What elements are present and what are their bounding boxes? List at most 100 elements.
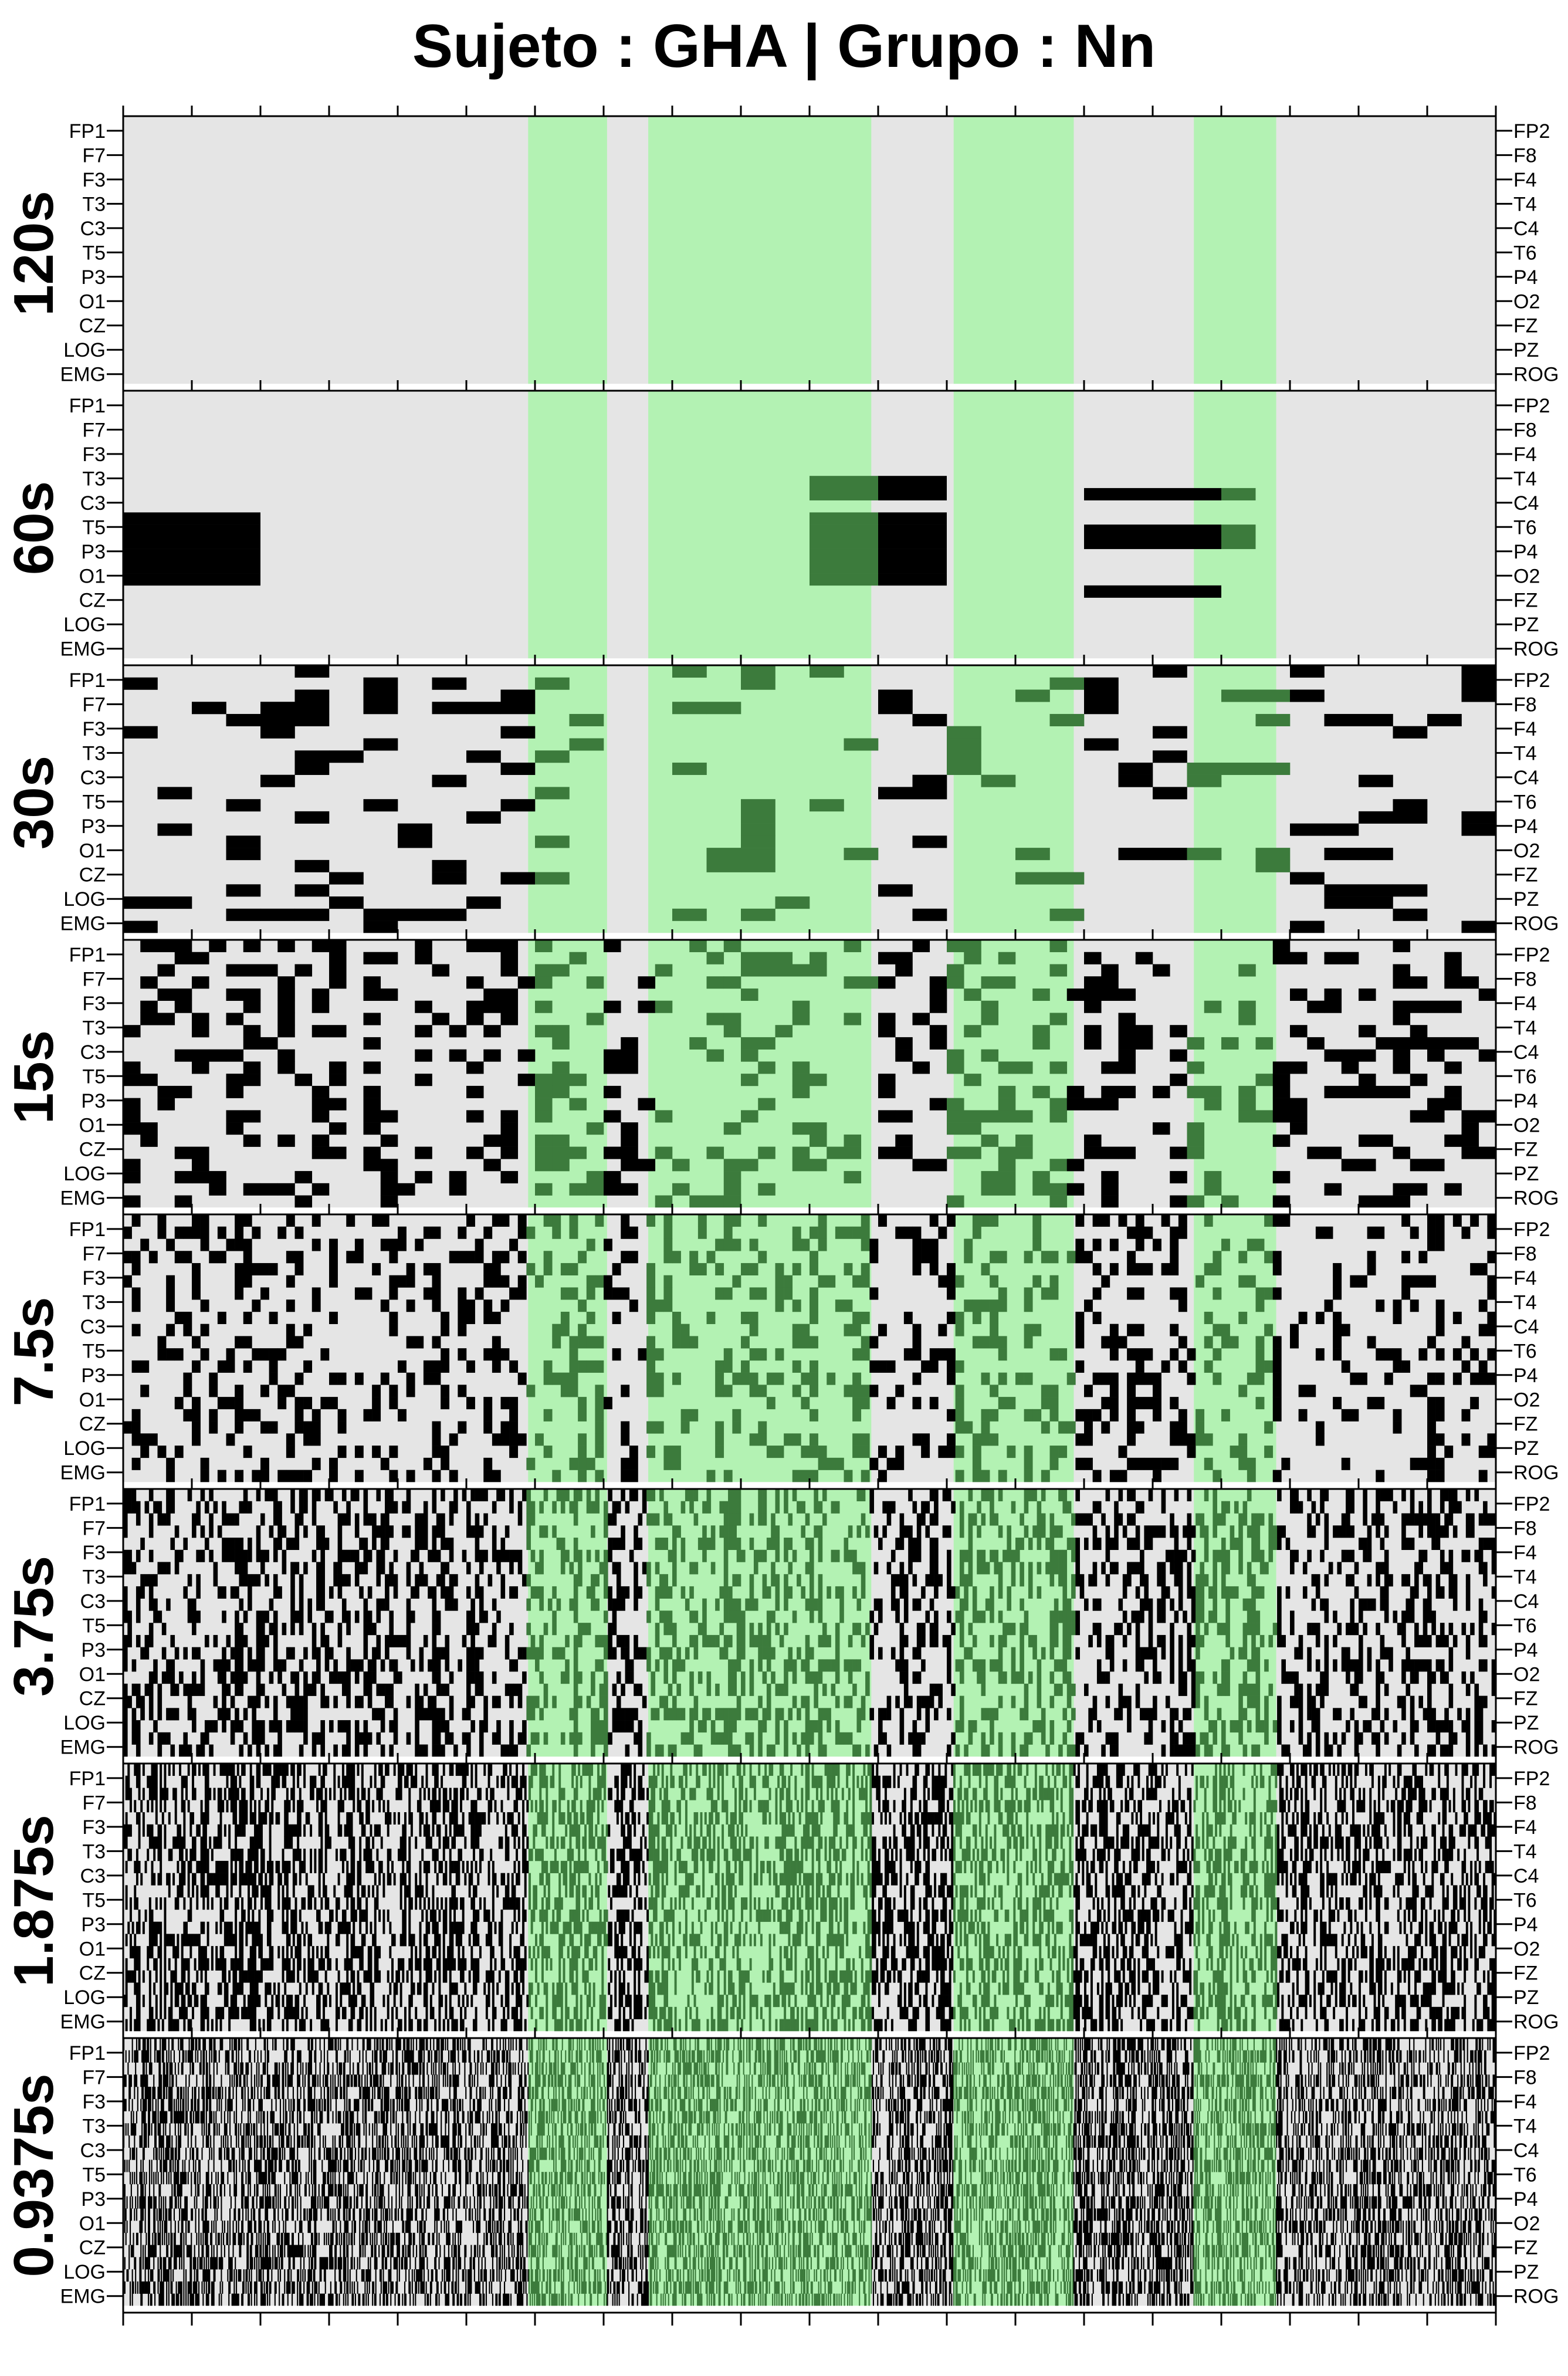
epoch-mark: [1011, 1501, 1016, 1514]
epoch-mark: [436, 1549, 441, 1562]
channel-label-right: O2: [1513, 1663, 1540, 1685]
epoch-mark: [723, 1159, 741, 1172]
epoch-mark: [621, 1122, 638, 1135]
epoch-mark: [1350, 1610, 1354, 1623]
epoch-mark: [140, 1537, 145, 1551]
epoch-mark: [929, 1549, 934, 1562]
channel-label-right: F4: [1513, 169, 1537, 191]
epoch-mark: [299, 1720, 304, 1733]
epoch-mark: [432, 964, 450, 977]
epoch-mark: [595, 1598, 600, 1611]
epoch-mark: [1427, 1470, 1436, 1483]
epoch-mark: [1298, 1311, 1308, 1324]
epoch-mark: [1341, 1360, 1350, 1373]
epoch-mark: [1435, 1732, 1441, 1745]
epoch-mark: [1272, 1061, 1291, 1074]
epoch-mark: [483, 1226, 493, 1239]
epoch-mark: [1255, 1287, 1265, 1300]
epoch-mark: [1225, 1549, 1230, 1562]
epoch-mark: [955, 1446, 964, 1458]
epoch-mark: [801, 1586, 805, 1599]
epoch-mark: [827, 1372, 836, 1385]
epoch-mark: [689, 1501, 694, 1514]
epoch-mark: [779, 1634, 784, 1647]
epoch-mark: [1234, 1720, 1239, 1733]
epoch-mark: [573, 1586, 578, 1599]
epoch-mark: [1101, 976, 1119, 989]
epoch-mark: [1264, 1360, 1274, 1373]
epoch-mark: [801, 1659, 805, 1672]
epoch-mark: [1225, 1562, 1230, 1575]
epoch-mark: [878, 536, 947, 549]
epoch-mark: [1359, 1159, 1376, 1172]
epoch-mark: [1153, 1671, 1157, 1684]
epoch-mark: [513, 1659, 519, 1672]
epoch-mark: [1105, 1574, 1110, 1587]
epoch-mark: [676, 1708, 681, 1721]
epoch-mark: [1393, 799, 1428, 812]
epoch-mark: [131, 1433, 141, 1446]
epoch-mark: [526, 1537, 531, 1551]
epoch-mark: [616, 1634, 621, 1647]
epoch-mark: [1187, 1562, 1192, 1575]
epoch-mark: [217, 1708, 222, 1721]
epoch-mark: [1075, 1457, 1085, 1470]
epoch-mark: [432, 1489, 437, 1502]
epoch-mark: [1221, 1720, 1226, 1733]
epoch-mark: [1363, 1513, 1367, 1526]
epoch-mark: [646, 1287, 656, 1300]
epoch-mark: [758, 1098, 775, 1111]
epoch-mark: [1204, 1433, 1213, 1446]
epoch-mark: [1448, 1574, 1454, 1587]
epoch-mark: [934, 1537, 939, 1551]
epoch-mark: [269, 1671, 274, 1684]
epoch-mark: [663, 1226, 673, 1239]
epoch-mark: [466, 1623, 471, 1636]
epoch-mark: [1144, 1708, 1149, 1721]
epoch-mark: [1170, 1562, 1174, 1575]
epoch-mark: [380, 1744, 385, 1757]
epoch-mark: [890, 1598, 896, 1611]
epoch-mark: [638, 1000, 656, 1013]
epoch-mark: [1255, 1336, 1265, 1349]
epoch-mark: [1118, 1061, 1136, 1074]
epoch-mark: [912, 1537, 917, 1551]
epoch-mark: [556, 1598, 561, 1611]
epoch-mark: [990, 1336, 999, 1349]
epoch-mark: [252, 1574, 256, 1587]
epoch-mark: [964, 1574, 968, 1587]
epoch-mark: [848, 1549, 853, 1562]
epoch-mark: [788, 1513, 793, 1526]
epoch-mark: [1221, 524, 1256, 537]
epoch-mark: [861, 1634, 866, 1647]
epoch-mark: [818, 1610, 823, 1623]
epoch-mark: [1427, 1671, 1432, 1684]
epoch-mark: [1109, 1372, 1119, 1385]
epoch-mark: [762, 1586, 767, 1599]
epoch-mark: [260, 1562, 265, 1575]
epoch-mark: [1268, 1537, 1274, 1551]
epoch-mark: [1410, 1385, 1419, 1397]
epoch-mark: [1431, 1610, 1436, 1623]
epoch-mark: [573, 1598, 578, 1611]
epoch-mark: [1448, 1623, 1454, 1636]
epoch-mark: [1277, 1598, 1282, 1611]
epoch-mark: [1114, 1513, 1119, 1526]
epoch-mark: [608, 1647, 612, 1660]
epoch-mark: [1011, 1695, 1016, 1708]
epoch-mark: [608, 1513, 612, 1526]
epoch-mark: [758, 1183, 775, 1196]
epoch-mark: [432, 872, 467, 885]
epoch-mark: [1346, 1501, 1350, 1514]
epoch-mark: [651, 1683, 656, 1696]
epoch-mark: [294, 665, 330, 678]
epoch-mark: [1487, 1324, 1496, 1336]
epoch-mark: [1410, 1074, 1428, 1087]
epoch-mark: [1109, 1238, 1119, 1251]
epoch-mark: [1084, 689, 1119, 702]
epoch-mark: [535, 1647, 540, 1660]
epoch-mark: [869, 1457, 879, 1470]
epoch-mark: [1183, 1744, 1187, 1757]
epoch-mark: [1140, 1549, 1144, 1562]
epoch-mark: [844, 1134, 862, 1147]
